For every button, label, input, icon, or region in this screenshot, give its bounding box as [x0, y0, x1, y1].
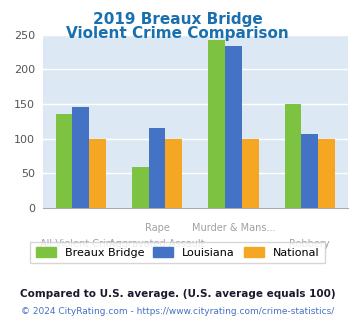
Bar [242, 139, 258, 208]
Bar [149, 128, 165, 208]
Text: Compared to U.S. average. (U.S. average equals 100): Compared to U.S. average. (U.S. average … [20, 289, 335, 299]
Text: © 2024 CityRating.com - https://www.cityrating.com/crime-statistics/: © 2024 CityRating.com - https://www.city… [21, 307, 334, 316]
Text: All Violent Crime: All Violent Crime [40, 239, 121, 249]
Text: Rape: Rape [144, 223, 170, 233]
Text: Murder & Mans...: Murder & Mans... [192, 223, 275, 233]
Bar [89, 139, 106, 208]
Bar [301, 134, 318, 208]
Bar [225, 46, 242, 208]
Legend: Breaux Bridge, Louisiana, National: Breaux Bridge, Louisiana, National [30, 242, 325, 263]
Text: Violent Crime Comparison: Violent Crime Comparison [66, 26, 289, 41]
Text: 2019 Breaux Bridge: 2019 Breaux Bridge [93, 12, 262, 26]
Text: Aggravated Assault: Aggravated Assault [109, 239, 205, 249]
Text: Robbery: Robbery [289, 239, 330, 249]
Bar [132, 167, 149, 208]
Bar [72, 107, 89, 208]
Bar [165, 139, 182, 208]
Bar [208, 40, 225, 208]
Bar [318, 139, 335, 208]
Bar [56, 114, 72, 208]
Bar [285, 104, 301, 208]
